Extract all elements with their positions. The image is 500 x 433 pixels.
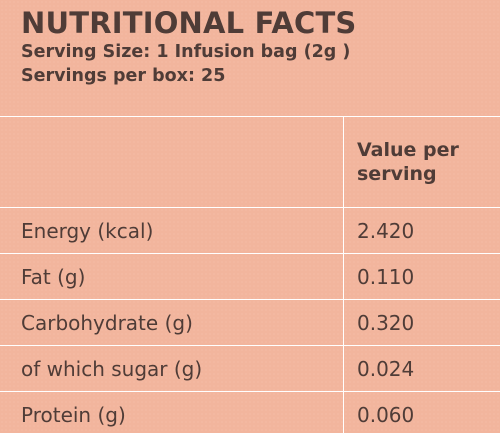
label-header: NUTRITIONAL FACTS Serving Size: 1 Infusi…	[21, 6, 491, 88]
table-row: Carbohydrate (g) 0.320	[0, 299, 500, 347]
table-head-divider	[0, 207, 500, 208]
value-column-header: Value per serving	[357, 139, 459, 185]
row-value-sugar: 0.024	[357, 357, 415, 381]
table-row: of which sugar (g) 0.024	[0, 345, 500, 393]
page-title: NUTRITIONAL FACTS	[21, 6, 357, 40]
row-value-fat: 0.110	[357, 265, 415, 289]
row-label-sugar: of which sugar (g)	[21, 357, 203, 381]
row-divider	[0, 253, 500, 254]
row-value-protein: 0.060	[357, 403, 415, 427]
table-row: Energy (kcal) 2.420	[0, 207, 500, 255]
row-divider	[0, 345, 500, 346]
serving-size: Serving Size: 1 Infusion bag (2g )	[21, 42, 351, 62]
header-divider	[0, 116, 500, 117]
row-divider	[0, 299, 500, 300]
row-label-fat: Fat (g)	[21, 265, 86, 289]
table-row: Protein (g) 0.060	[0, 391, 500, 433]
row-value-carbohydrate: 0.320	[357, 311, 415, 335]
row-label-carbohydrate: Carbohydrate (g)	[21, 311, 193, 335]
row-label-protein: Protein (g)	[21, 403, 126, 427]
row-label-energy: Energy (kcal)	[21, 219, 154, 243]
table-row: Fat (g) 0.110	[0, 253, 500, 301]
row-value-energy: 2.420	[357, 219, 415, 243]
row-divider	[0, 391, 500, 392]
servings-per-box: Servings per box: 25	[21, 66, 226, 86]
column-divider	[343, 116, 344, 433]
